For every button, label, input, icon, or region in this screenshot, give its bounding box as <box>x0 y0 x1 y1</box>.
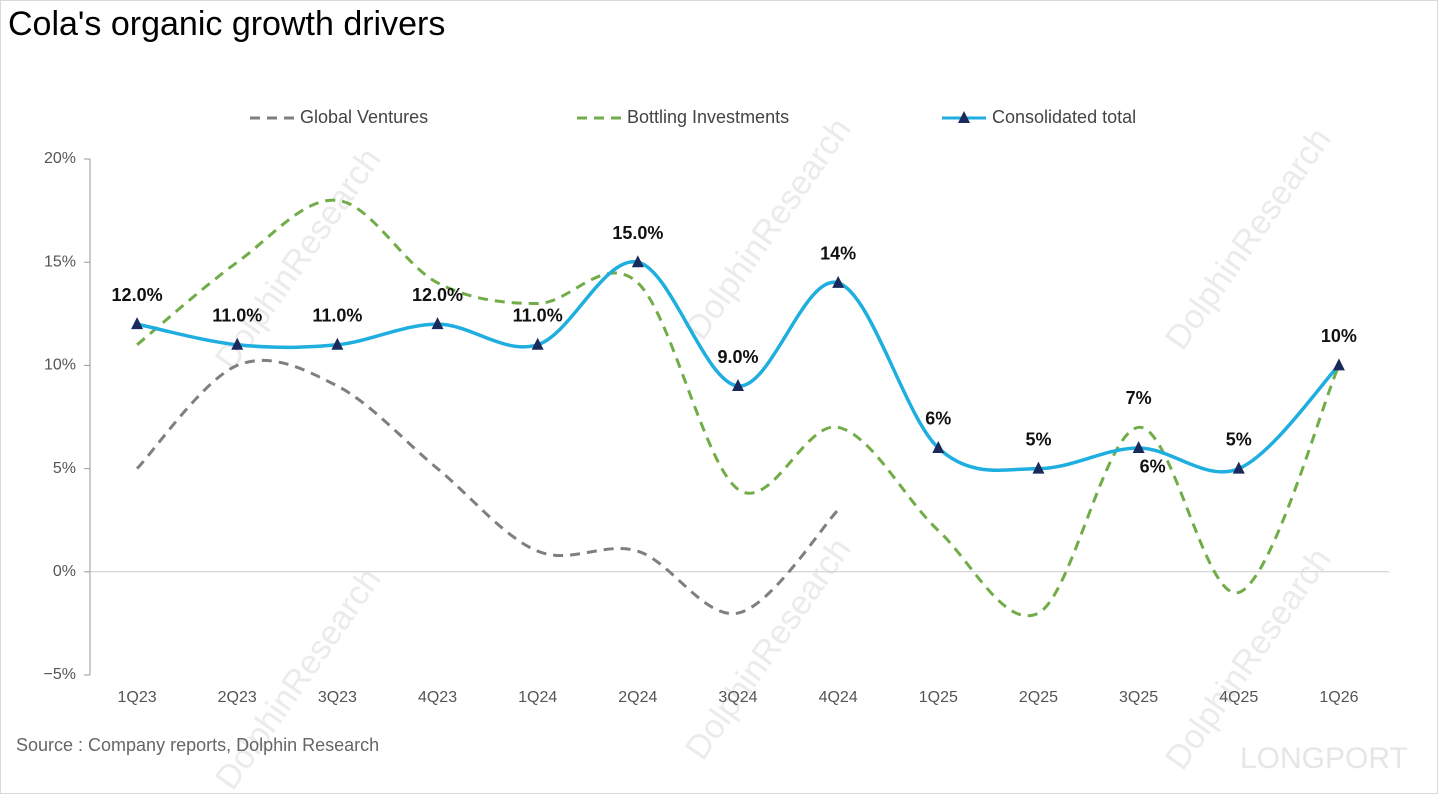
series-line <box>135 358 840 616</box>
value-label: 11.0% <box>513 306 563 326</box>
marker <box>932 440 945 453</box>
value-label: 6% <box>925 409 951 429</box>
x-tick-label: 2Q23 <box>218 689 257 706</box>
marker <box>732 379 744 392</box>
x-tick-label: 3Q24 <box>718 689 757 706</box>
value-label: 12.0% <box>412 285 463 305</box>
x-tick-label: 2Q25 <box>1019 689 1058 706</box>
chart-title: Cola's organic growth drivers <box>8 5 445 43</box>
value-label: 5% <box>1226 429 1252 449</box>
brand-watermark: LONGPORT <box>1240 742 1408 775</box>
x-tick-label: 1Q25 <box>919 689 958 706</box>
value-label: 14% <box>820 244 856 264</box>
x-tick-label: 1Q23 <box>118 689 157 706</box>
marker <box>1232 461 1245 474</box>
marker <box>832 275 845 288</box>
marker <box>631 255 644 268</box>
value-label: 12.0% <box>112 285 163 305</box>
x-tick-label: 2Q24 <box>618 689 657 706</box>
value-label: 6% <box>1140 457 1166 477</box>
x-tick-label: 3Q23 <box>318 689 357 706</box>
x-tick-label: 4Q24 <box>819 689 858 706</box>
value-label: 5% <box>1025 429 1051 449</box>
y-tick-label: 15% <box>44 253 76 270</box>
x-tick-label: 1Q26 <box>1319 689 1358 706</box>
y-tick-label: 10% <box>44 357 76 374</box>
marker <box>1032 461 1045 474</box>
value-label: 10% <box>1321 326 1357 346</box>
marker <box>1132 440 1145 453</box>
y-tick-label: 5% <box>53 460 76 477</box>
x-tick-label: 1Q24 <box>518 689 557 706</box>
y-tick-label: 20% <box>44 150 76 167</box>
value-label: 11.0% <box>312 306 362 326</box>
x-tick-label: 4Q23 <box>418 689 457 706</box>
legend-marker <box>958 111 970 123</box>
legend-label: Bottling Investments <box>627 107 789 127</box>
legend-label: Global Ventures <box>300 107 428 127</box>
value-label: 7% <box>1126 388 1152 408</box>
source-note: Source : Company reports, Dolphin Resear… <box>16 735 379 755</box>
marker <box>231 337 244 350</box>
marker <box>331 337 344 350</box>
y-tick-label: −5% <box>44 666 76 683</box>
marker <box>431 317 444 330</box>
legend-label: Consolidated total <box>992 107 1136 127</box>
y-tick-label: 0% <box>53 563 76 580</box>
value-label: 15.0% <box>612 223 663 243</box>
marker <box>531 337 544 350</box>
value-label: 11.0% <box>212 306 262 326</box>
x-tick-label: 3Q25 <box>1119 689 1158 706</box>
marker <box>131 317 144 330</box>
value-label: 9.0% <box>717 347 758 367</box>
marker <box>1332 358 1345 371</box>
x-tick-label: 4Q25 <box>1219 689 1258 706</box>
series-line <box>136 198 1341 618</box>
